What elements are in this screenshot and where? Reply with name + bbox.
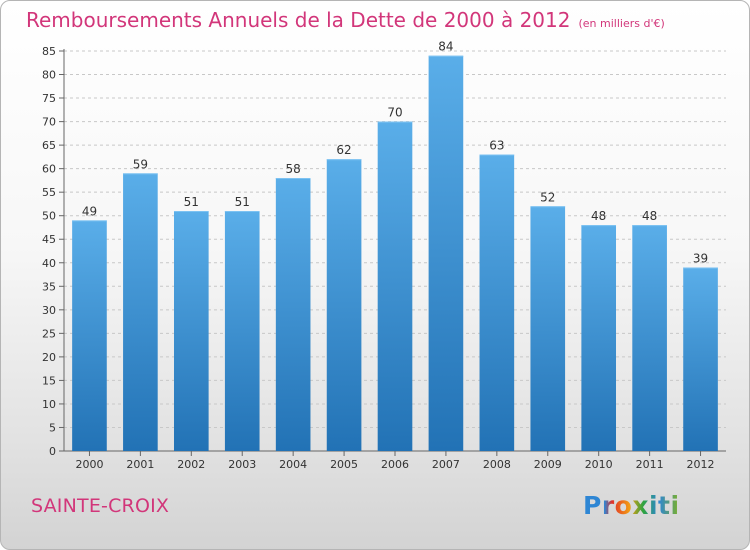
y-tick-label: 5 (49, 421, 56, 434)
y-tick-label: 70 (42, 116, 56, 129)
axis-layer: 0 5 10 15 20 25 30 35 40 45 50 55 60 65 70 75 80 85 2000 20… (42, 45, 726, 471)
y-tick-label: 45 (42, 233, 56, 246)
data-label: 58 (286, 162, 301, 176)
data-label: 51 (184, 195, 199, 209)
commune-name: SAINTE-CROIX (31, 495, 170, 517)
y-tick-label: 80 (42, 69, 56, 82)
x-tick-label: 2009 (534, 458, 562, 471)
x-tick-label: 2000 (75, 458, 103, 471)
y-tick-label: 60 (42, 163, 56, 176)
data-label: 48 (591, 209, 606, 223)
bar-2012 (683, 267, 718, 451)
y-tick-label: 20 (42, 351, 56, 364)
bar-2009 (530, 206, 566, 451)
y-tick-label: 75 (42, 92, 56, 105)
bar-2005 (326, 159, 362, 451)
data-label: 63 (489, 139, 504, 153)
y-tick-label: 35 (42, 280, 56, 293)
data-label: 49 (82, 204, 97, 218)
data-label: 39 (693, 251, 708, 265)
x-tick-label: 2005 (330, 458, 358, 471)
y-tick-label: 25 (42, 327, 56, 340)
x-tick-label: 2012 (687, 458, 715, 471)
y-tick-label: 55 (42, 186, 56, 199)
bar-2008 (479, 154, 515, 451)
data-label: 59 (133, 157, 148, 171)
data-label: 52 (540, 190, 555, 204)
y-tick-label: 10 (42, 398, 56, 411)
x-tick-label: 2006 (381, 458, 409, 471)
bar-layer (72, 55, 718, 452)
bar-2011 (632, 225, 667, 451)
bar-2003 (224, 211, 260, 451)
bar-2001 (123, 173, 158, 451)
y-tick-label: 85 (42, 45, 56, 58)
bar-2000 (72, 220, 107, 451)
chart-title: Remboursements Annuels de la Dette de 20… (26, 8, 571, 32)
x-tick-label: 2003 (228, 458, 256, 471)
x-tick-label: 2002 (177, 458, 205, 471)
x-tick-label: 2011 (636, 458, 664, 471)
x-tick-label: 2010 (585, 458, 613, 471)
y-tick-label: 0 (49, 445, 56, 458)
x-tick-label: 2008 (483, 458, 511, 471)
y-tick-label: 40 (42, 257, 56, 270)
bar-2002 (173, 211, 209, 451)
proxiti-logo: Proxiti (583, 491, 680, 520)
chart-subtitle: (en milliers d'€) (578, 17, 665, 30)
logo-text: Proxiti (583, 491, 680, 520)
x-tick-label: 2007 (432, 458, 460, 471)
label-layer: 49 59 51 51 58 62 70 84 63 52 48 48 39 (82, 40, 708, 266)
y-tick-label: 65 (42, 139, 56, 152)
data-label: 51 (235, 195, 250, 209)
bar-2006 (377, 121, 413, 452)
x-tick-label: 2004 (279, 458, 307, 471)
bar-2004 (275, 178, 311, 451)
title-row: Remboursements Annuels de la Dette de 20… (26, 8, 665, 32)
bar-2007 (428, 55, 464, 452)
bar-2010 (581, 225, 617, 451)
data-label: 48 (642, 209, 657, 223)
y-tick-label: 15 (42, 374, 56, 387)
y-tick-label: 50 (42, 210, 56, 223)
y-tick-label: 30 (42, 304, 56, 317)
data-label: 70 (387, 106, 402, 120)
data-label: 62 (336, 143, 351, 157)
x-tick-label: 2001 (126, 458, 154, 471)
data-label: 84 (438, 40, 453, 54)
